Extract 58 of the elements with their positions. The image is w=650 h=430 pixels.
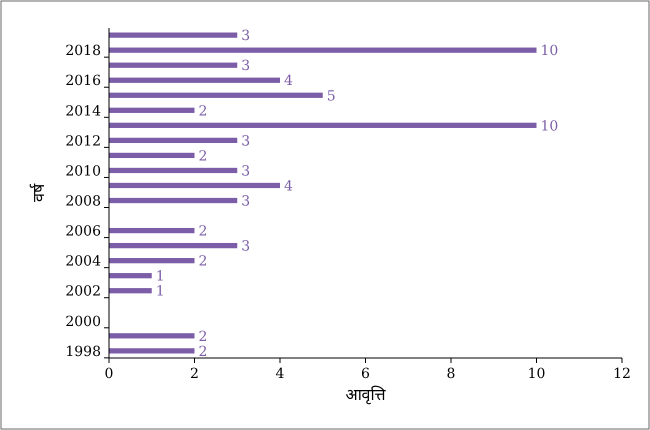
bar xyxy=(109,152,194,158)
data-label: 2 xyxy=(198,224,208,240)
x-tick-label: 10 xyxy=(528,366,546,382)
data-label: 2 xyxy=(198,344,208,360)
x-tick-label: 0 xyxy=(104,366,114,382)
bar xyxy=(109,198,238,204)
x-axis-title: आवृत्ति xyxy=(346,385,386,405)
y-tick-label: 2002 xyxy=(65,284,101,300)
y-tick-label: 2008 xyxy=(65,194,101,210)
data-label: 3 xyxy=(241,28,250,44)
y-tick-label: 2000 xyxy=(65,314,101,330)
bar xyxy=(109,78,280,83)
y-tick-label: 1998 xyxy=(65,344,101,360)
bar xyxy=(109,228,194,234)
bar xyxy=(109,333,194,338)
x-tick-label: 6 xyxy=(361,366,370,382)
data-label: 5 xyxy=(326,88,336,104)
bar xyxy=(109,62,238,68)
data-label: 3 xyxy=(241,238,250,255)
x-tick-label: 12 xyxy=(613,366,631,382)
data-label: 3 xyxy=(241,133,250,150)
bar xyxy=(109,108,194,113)
bar xyxy=(109,168,238,174)
x-tick-label: 4 xyxy=(276,366,285,382)
y-tick-label: 2016 xyxy=(65,73,102,90)
bar xyxy=(109,122,536,128)
data-label: 2 xyxy=(198,103,208,120)
data-label: 4 xyxy=(284,73,293,90)
bar xyxy=(109,273,152,278)
y-tick-label: 2010 xyxy=(65,163,101,180)
y-axis-title: वर्ष xyxy=(29,183,48,202)
bar xyxy=(109,92,323,98)
data-label: 2 xyxy=(198,254,208,270)
y-tick-label: 2014 xyxy=(65,103,102,120)
data-label: 10 xyxy=(540,118,558,134)
bar xyxy=(109,138,238,144)
data-label: 3 xyxy=(241,194,250,210)
y-tick-label: 2012 xyxy=(65,133,101,150)
x-tick-label: 8 xyxy=(446,366,456,382)
data-label: 10 xyxy=(540,43,558,60)
bar xyxy=(109,258,194,264)
bar xyxy=(109,242,238,248)
bar xyxy=(109,348,194,354)
y-tick-label: 2006 xyxy=(65,224,102,240)
bar xyxy=(109,48,536,53)
x-tick-label: 2 xyxy=(190,366,199,382)
bar xyxy=(109,182,280,188)
data-label: 1 xyxy=(156,268,165,285)
y-tick-label: 2004 xyxy=(65,254,102,270)
data-label: 3 xyxy=(241,58,250,74)
data-label: 2 xyxy=(198,328,208,345)
data-label: 1 xyxy=(156,284,165,300)
data-label: 3 xyxy=(241,163,250,180)
bar xyxy=(109,288,152,294)
data-label: 2 xyxy=(198,148,208,164)
bar xyxy=(109,32,238,38)
data-label: 4 xyxy=(284,178,293,194)
y-tick-label: 2018 xyxy=(65,43,101,60)
